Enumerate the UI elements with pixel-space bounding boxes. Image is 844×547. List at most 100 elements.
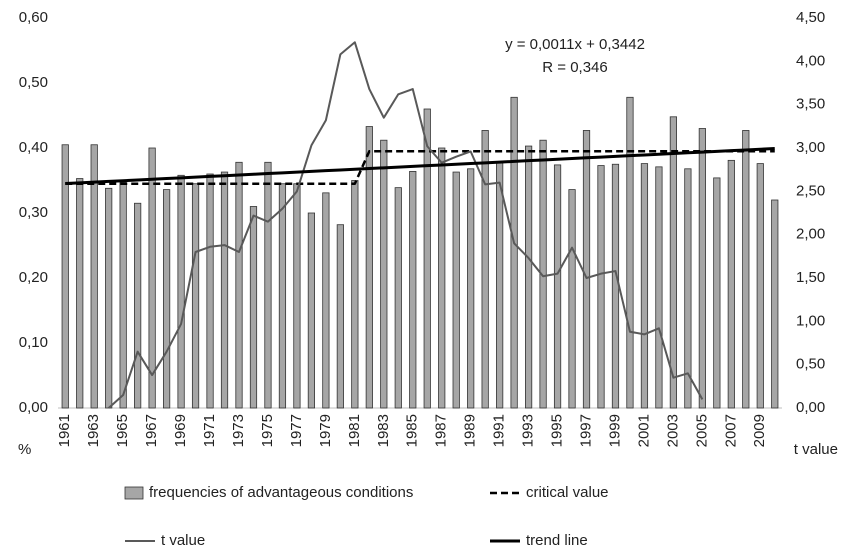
- y-tick-label: 0,20: [19, 269, 48, 286]
- y2-tick-label: 0,50: [796, 356, 825, 373]
- x-tick-label: 1981: [346, 414, 363, 447]
- bar: [264, 161, 272, 409]
- bar: [742, 130, 750, 409]
- bar: [162, 189, 171, 409]
- annotation: y = 0,0011x + 0,3442: [505, 36, 645, 53]
- bar: [307, 212, 316, 409]
- bar: [119, 182, 127, 409]
- x-tick-label: 1961: [56, 414, 73, 447]
- bar: [394, 187, 402, 409]
- x-tick-label: 1973: [230, 414, 247, 447]
- bar: [467, 168, 475, 409]
- bar: [134, 202, 142, 409]
- bar: [206, 173, 214, 409]
- x-tick-label: 1987: [433, 414, 450, 447]
- x-tick-label: 2009: [751, 414, 768, 447]
- bar: [76, 178, 84, 409]
- x-tick-label: 1985: [404, 414, 421, 447]
- bar: [148, 147, 156, 409]
- x-tick-label: 1995: [549, 414, 566, 447]
- bar: [727, 159, 735, 409]
- y-tick-label: 0,30: [19, 204, 48, 221]
- y2-tick-label: 4,50: [796, 9, 825, 26]
- bar: [322, 192, 330, 409]
- bar: [582, 130, 591, 409]
- y-tick-label: 0,40: [19, 139, 48, 156]
- bar: [539, 139, 547, 409]
- y-axis-label: %: [18, 441, 31, 458]
- y2-tick-label: 0,00: [796, 399, 825, 416]
- legend-label: frequencies of advantageous conditions: [149, 484, 413, 501]
- y-tick-label: 0,10: [19, 334, 48, 351]
- bar: [235, 161, 243, 409]
- bar: [220, 171, 229, 409]
- x-tick-label: 2007: [722, 414, 739, 447]
- y2-tick-label: 1,00: [796, 312, 825, 329]
- bar: [409, 170, 417, 409]
- legend-label: critical value: [526, 484, 609, 501]
- y-tick-label: 0,60: [19, 9, 48, 26]
- y2-tick-label: 3,00: [796, 139, 825, 156]
- bar: [611, 163, 620, 409]
- bar: [713, 177, 721, 409]
- y2-tick-label: 2,50: [796, 182, 825, 199]
- bar: [105, 187, 113, 409]
- x-tick-label: 2005: [693, 414, 710, 447]
- bar: [177, 174, 185, 409]
- bar: [423, 108, 431, 409]
- bar: [510, 96, 518, 409]
- bar: [438, 147, 446, 409]
- bar: [293, 183, 301, 409]
- bar: [684, 168, 692, 409]
- x-tick-label: 1963: [85, 414, 102, 447]
- x-tick-label: 1977: [288, 414, 305, 447]
- bar: [278, 183, 287, 409]
- x-tick-label: 1983: [375, 414, 392, 447]
- line-series: [65, 147, 775, 186]
- x-tick-label: 2003: [664, 414, 681, 447]
- line-series: [65, 150, 775, 185]
- bar: [698, 128, 706, 409]
- legend-label: t value: [161, 532, 205, 547]
- bar: [568, 189, 576, 409]
- x-tick-label: 1965: [114, 414, 131, 447]
- x-tick-label: 1969: [172, 414, 189, 447]
- bar: [771, 199, 779, 409]
- bar: [452, 171, 460, 409]
- bar: [380, 139, 388, 409]
- bar: [90, 144, 98, 409]
- bar: [249, 206, 258, 409]
- bar: [626, 96, 634, 409]
- x-tick-label: 2001: [635, 414, 652, 447]
- legend-swatch: [124, 486, 144, 500]
- x-tick-label: 1967: [143, 414, 160, 447]
- bar: [669, 116, 678, 409]
- x-tick-label: 1971: [201, 414, 218, 447]
- x-tick-label: 1979: [317, 414, 334, 447]
- legend-label: trend line: [526, 532, 588, 547]
- bar: [481, 130, 489, 409]
- bar: [351, 180, 359, 409]
- bar: [597, 165, 605, 409]
- y2-tick-label: 1,50: [796, 269, 825, 286]
- bar: [61, 144, 69, 409]
- x-tick-label: 1975: [259, 414, 276, 447]
- y2-tick-label: 3,50: [796, 96, 825, 113]
- y-tick-label: 0,00: [19, 399, 48, 416]
- x-tick-label: 1993: [520, 414, 537, 447]
- line-series: [108, 41, 704, 409]
- x-tick-label: 1989: [462, 414, 479, 447]
- y2-tick-label: 4,00: [796, 52, 825, 69]
- y2-axis-label: t value: [794, 441, 838, 458]
- bar: [640, 163, 649, 409]
- bar: [365, 126, 373, 409]
- x-tick-label: 1997: [577, 414, 594, 447]
- bar: [553, 164, 562, 409]
- annotation: R = 0,346: [542, 59, 607, 76]
- y-tick-label: 0,50: [19, 74, 48, 91]
- bar: [496, 162, 504, 409]
- bar: [756, 163, 764, 409]
- bar: [191, 183, 200, 409]
- bar: [336, 224, 344, 409]
